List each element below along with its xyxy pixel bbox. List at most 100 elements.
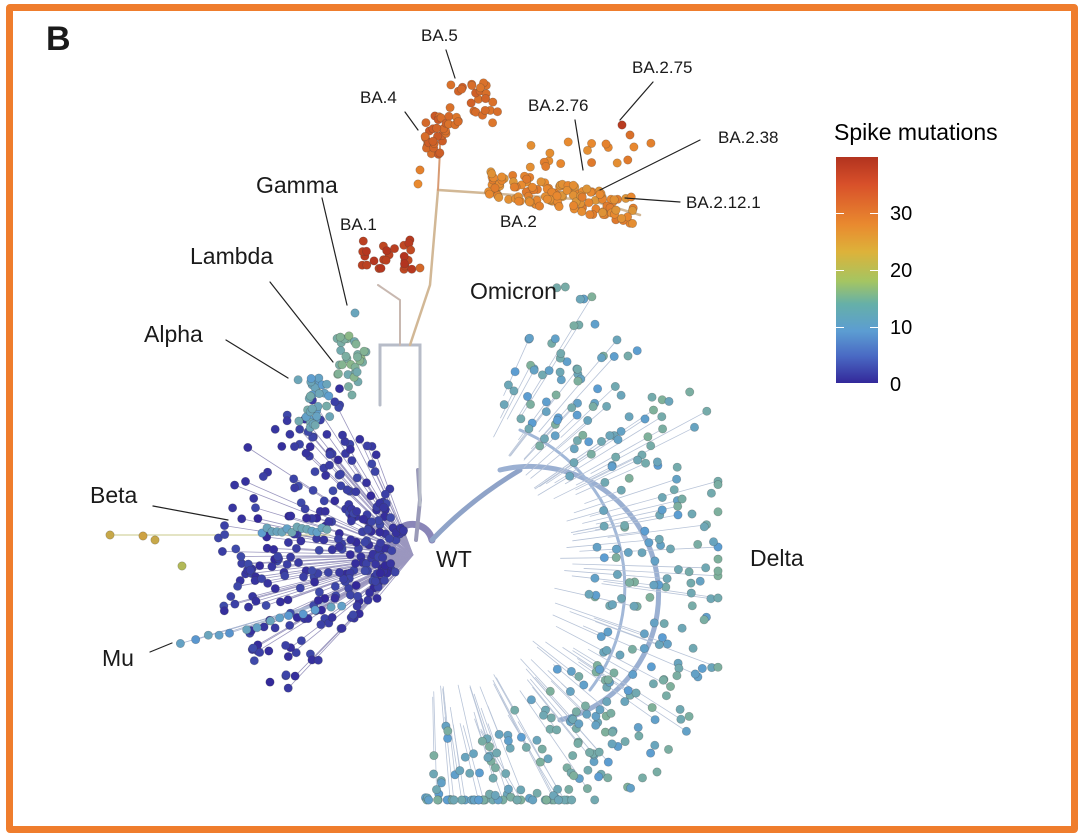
tree-tip xyxy=(324,391,334,401)
tree-tip xyxy=(510,367,520,377)
tree-tip xyxy=(350,308,360,318)
delta-branch xyxy=(573,525,626,535)
tree-tip xyxy=(371,450,381,460)
label-leader-line xyxy=(619,81,654,121)
tree-tip xyxy=(657,412,667,422)
tree-tip xyxy=(420,132,430,142)
tree-tip xyxy=(428,136,438,146)
tree-tip xyxy=(637,773,647,783)
tree-tip xyxy=(661,691,671,701)
tree-tip xyxy=(664,396,674,406)
tree-tip xyxy=(573,364,583,374)
delta-arc xyxy=(497,463,662,723)
tree-tip xyxy=(233,581,243,591)
tree-tip xyxy=(379,575,389,585)
tree-tip xyxy=(291,543,301,553)
tree-tip xyxy=(552,191,562,201)
tree-tip xyxy=(285,429,295,439)
tree-tip xyxy=(488,773,498,783)
delta-branch xyxy=(583,568,719,577)
tree-tip xyxy=(484,189,494,199)
tree-tip xyxy=(627,219,637,229)
tree-tip xyxy=(532,788,542,798)
tree-tip xyxy=(501,769,511,779)
tree-tip xyxy=(652,457,662,467)
tree-tip xyxy=(571,707,581,717)
delta-branch xyxy=(532,640,572,672)
tree-tip xyxy=(380,489,390,499)
tree-tip xyxy=(596,436,606,446)
delta-branch xyxy=(526,679,595,763)
tree-tip xyxy=(525,399,535,409)
tree-tip xyxy=(611,452,621,462)
tree-tip xyxy=(282,416,292,426)
tree-tip xyxy=(552,664,562,674)
tree-tip xyxy=(591,720,601,730)
tree-tip xyxy=(569,771,579,781)
tree-tip xyxy=(325,449,335,459)
tree-tip xyxy=(386,513,396,523)
tree-tip xyxy=(314,389,324,399)
tree-tip xyxy=(639,629,649,639)
tree-tip xyxy=(536,177,546,187)
tree-tip xyxy=(319,535,329,545)
tree-tip xyxy=(355,434,365,444)
label-alpha: Alpha xyxy=(144,321,203,347)
tree-tip xyxy=(230,480,240,490)
delta-branch xyxy=(555,626,671,687)
tree-tip xyxy=(432,123,442,133)
tree-tip xyxy=(542,194,552,204)
tree-tip xyxy=(453,117,463,127)
tree-tip xyxy=(352,367,362,377)
tree-tip xyxy=(599,506,609,516)
tree-tip xyxy=(603,675,613,685)
tree-tip xyxy=(350,558,360,568)
tree-tip xyxy=(644,538,654,548)
tree-tip xyxy=(289,474,299,484)
tree-tip xyxy=(553,784,563,794)
tree-tip xyxy=(237,514,247,524)
tree-tip xyxy=(475,83,485,93)
tree-tip xyxy=(287,527,297,537)
tree-tip xyxy=(347,456,357,466)
tree-tip xyxy=(330,581,340,591)
legend-tick-mark xyxy=(870,327,878,328)
tree-tip xyxy=(585,210,595,220)
delta-branch xyxy=(532,676,600,753)
tree-tip xyxy=(255,647,265,657)
tree-tip xyxy=(474,795,484,805)
tree-tip xyxy=(646,138,656,148)
tree-tip xyxy=(602,645,612,655)
tree-tip xyxy=(537,744,547,754)
tree-tip xyxy=(310,577,320,587)
tree-tip xyxy=(413,179,423,189)
tree-tip xyxy=(150,535,160,545)
tree-tip xyxy=(336,481,346,491)
tree-tip xyxy=(693,539,703,549)
tree-tip xyxy=(616,390,626,400)
tree-tip xyxy=(306,373,316,383)
delta-branch xyxy=(523,407,573,460)
tree-tip xyxy=(369,256,379,266)
tree-tip xyxy=(466,98,476,108)
tree-tip xyxy=(639,643,649,653)
tree-tip xyxy=(298,572,308,582)
tree-tip xyxy=(626,192,636,202)
tree-tip xyxy=(568,201,578,211)
tree-tip xyxy=(289,442,299,452)
tree-tip xyxy=(516,785,526,795)
tree-tip xyxy=(384,534,394,544)
tree-tip xyxy=(632,346,642,356)
delta-branch xyxy=(561,683,586,707)
ba1-stem xyxy=(377,284,401,346)
tree-tip xyxy=(594,747,604,757)
tree-tip xyxy=(713,566,723,576)
tree-tip xyxy=(483,753,493,763)
tree-tip xyxy=(522,391,532,401)
tree-tip xyxy=(296,498,306,508)
tree-tip xyxy=(677,494,687,504)
label-ba238: BA.2.38 xyxy=(718,128,779,147)
tree-tip xyxy=(488,97,498,107)
tree-tip xyxy=(586,449,596,459)
tree-tip xyxy=(620,520,630,530)
